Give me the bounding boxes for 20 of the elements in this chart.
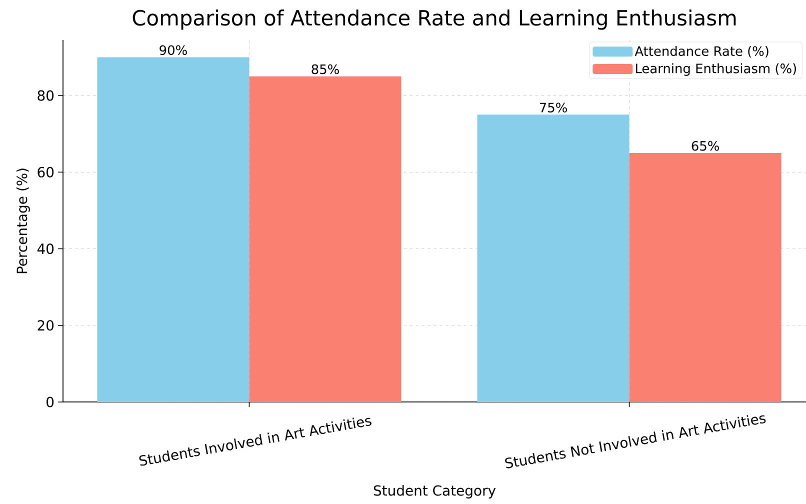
data-label: 65% [692,141,719,151]
bar [629,152,782,402]
legend-label: Learning Enthusiasm (%) [636,63,796,76]
y-axis-title: Percentage (%) [16,168,30,274]
x-tick-label: Students Not Involved in Art Activities [505,415,766,468]
chart-title: Comparison of Attendance Rate and Learning Enthusiasm [132,10,736,30]
data-label: 85% [312,64,339,74]
bar [477,114,630,402]
x-tick-label: Students Involved in Art Activities [139,418,372,466]
y-tick-label: 60 [38,166,54,178]
data-label: 75% [540,102,567,112]
data-label: 90% [160,45,187,56]
y-tick-label: 20 [38,320,54,331]
legend-label: Attendance Rate (%) [634,46,768,58]
y-tick-label: 40 [37,243,54,254]
bar [97,57,250,402]
x-axis-title: Student Category [374,484,496,498]
y-tick-label: 80 [38,90,54,101]
y-tick-label: 0 [46,396,54,408]
bar [249,76,402,402]
